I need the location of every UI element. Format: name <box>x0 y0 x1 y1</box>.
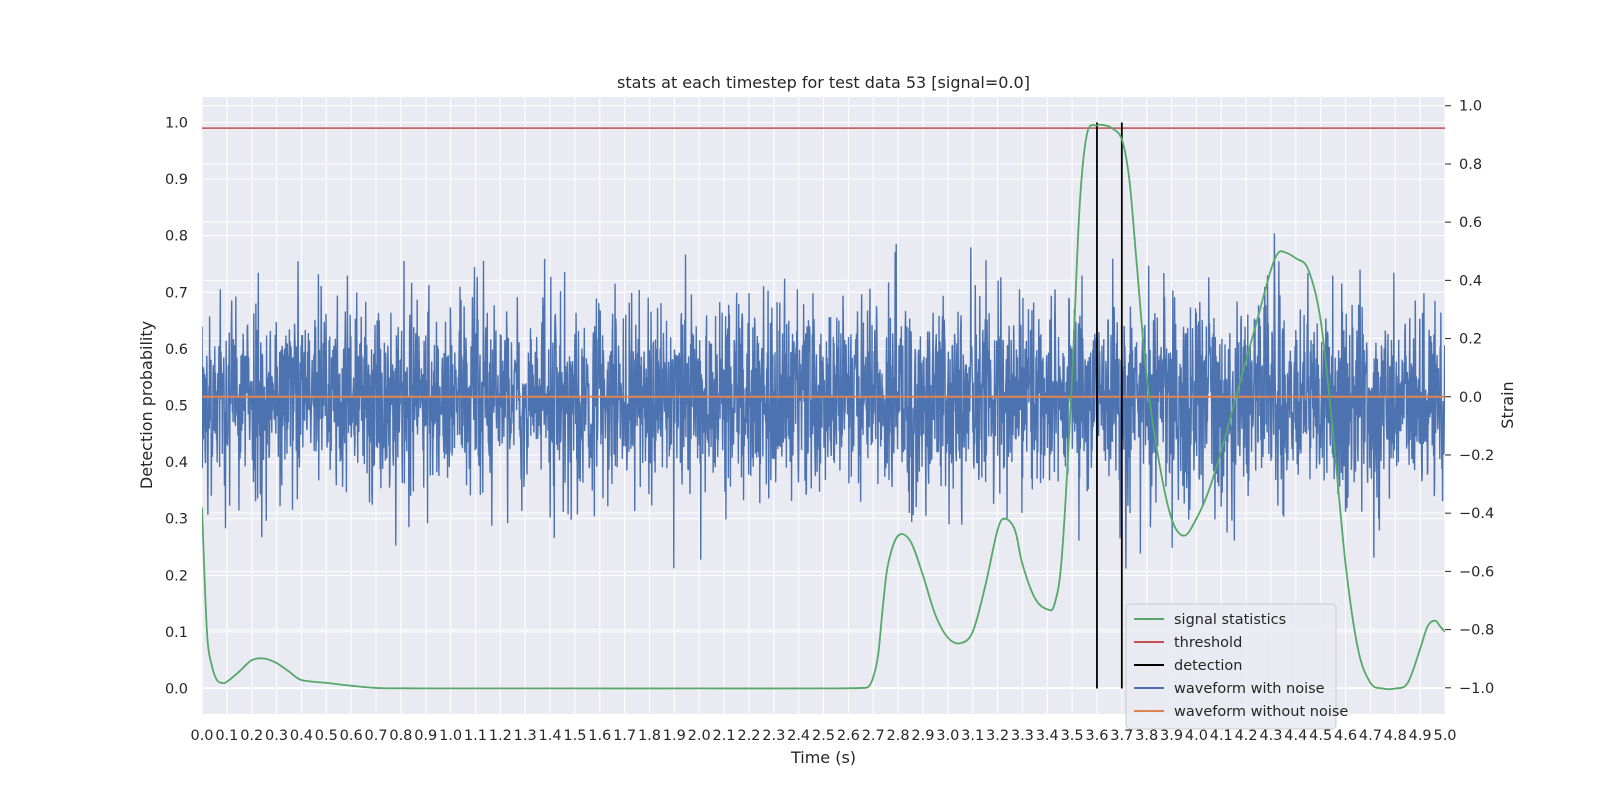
x-tick-label: 2.2 <box>737 728 760 744</box>
x-tick-label: 3.7 <box>1110 728 1133 744</box>
x-tick-label: 3.0 <box>936 728 959 744</box>
y-tick-label-right: 0.8 <box>1459 157 1482 173</box>
plot-area <box>202 122 1445 691</box>
legend-label: waveform with noise <box>1174 681 1325 697</box>
axes: 0.0 0.1 0.2 0.3 0.4 0.5 0.6 0.7 0.8 0.9 1.0 1.1 1.2 1… <box>165 99 1494 744</box>
x-tick-label: 5.0 <box>1433 728 1456 744</box>
x-tick-label: 0.5 <box>315 728 338 744</box>
x-tick-label: 2.4 <box>787 728 810 744</box>
series-signal-statistics <box>202 123 1445 691</box>
x-tick-label: 0.0 <box>190 728 213 744</box>
x-tick-label: 1.9 <box>663 728 686 744</box>
x-tick-label: 1.8 <box>638 728 661 744</box>
x-tick-label: 0.4 <box>290 728 313 744</box>
y-tick-label-left: 0.5 <box>165 399 188 415</box>
y-tick-label-right: 0.6 <box>1459 215 1482 231</box>
legend-label: waveform without noise <box>1174 704 1348 720</box>
x-tick-label: 3.8 <box>1135 728 1158 744</box>
x-tick-label: 0.1 <box>215 728 238 744</box>
x-tick-label: 2.7 <box>862 728 885 744</box>
x-tick-label: 2.6 <box>837 728 860 744</box>
y-tick-label-left: 0.2 <box>165 568 188 584</box>
y-tick-label-right: −0.8 <box>1459 623 1494 639</box>
x-tick-label: 4.5 <box>1309 728 1332 744</box>
x-tick-label: 4.1 <box>1210 728 1233 744</box>
y-tick-label-left: 0.1 <box>165 625 188 641</box>
x-tick-label: 1.7 <box>613 728 636 744</box>
x-tick-label: 4.6 <box>1334 728 1357 744</box>
y-tick-label-left: 0.7 <box>165 285 188 301</box>
x-tick-label: 3.6 <box>1085 728 1108 744</box>
chart-title: stats at each timestep for test data 53 … <box>617 73 1030 92</box>
y-tick-label-left: 0.3 <box>165 512 188 528</box>
x-tick-label: 3.5 <box>1061 728 1084 744</box>
x-tick-label: 2.3 <box>762 728 785 744</box>
x-tick-label: 4.2 <box>1235 728 1258 744</box>
x-tick-label: 4.9 <box>1409 728 1432 744</box>
x-tick-label: 2.9 <box>911 728 934 744</box>
y-tick-label-right: 0.2 <box>1459 332 1482 348</box>
x-tick-label: 0.2 <box>240 728 263 744</box>
x-tick-label: 1.2 <box>489 728 512 744</box>
y-axis-label-left: Detection probability <box>137 321 156 489</box>
y-tick-label-left: 0.9 <box>165 172 188 188</box>
y-tick-label-right: −0.6 <box>1459 564 1494 580</box>
legend: signal statistics threshold detection wavef… <box>1125 603 1348 730</box>
x-tick-label: 2.1 <box>713 728 736 744</box>
y-tick-label-left: 1.0 <box>165 115 188 131</box>
x-tick-label: 0.9 <box>414 728 437 744</box>
x-tick-label: 1.4 <box>539 728 562 744</box>
x-tick-label: 0.6 <box>340 728 363 744</box>
y-tick-label-right: −1.0 <box>1459 681 1494 697</box>
x-tick-label: 1.5 <box>563 728 586 744</box>
y-tick-label-left: 0.6 <box>165 342 188 358</box>
x-tick-label: 4.8 <box>1384 728 1407 744</box>
x-tick-label: 3.9 <box>1160 728 1183 744</box>
x-tick-label: 0.7 <box>364 728 387 744</box>
x-tick-label: 1.0 <box>439 728 462 744</box>
y-tick-label-left: 0.0 <box>165 682 188 698</box>
y-tick-label-left: 0.8 <box>165 229 188 245</box>
x-tick-label: 4.4 <box>1284 728 1307 744</box>
y-tick-label-right: −0.2 <box>1459 448 1494 464</box>
x-tick-label: 3.4 <box>1036 728 1059 744</box>
legend-box <box>1125 603 1337 730</box>
x-tick-label: 4.3 <box>1259 728 1282 744</box>
x-tick-label: 2.5 <box>812 728 835 744</box>
y-tick-label-right: 0.4 <box>1459 273 1482 289</box>
y-axis-label-right: Strain <box>1498 381 1517 428</box>
x-tick-label: 1.1 <box>464 728 487 744</box>
x-tick-label: 0.3 <box>265 728 288 744</box>
y-tick-label-right: 0.0 <box>1459 390 1482 406</box>
x-tick-label: 2.0 <box>688 728 711 744</box>
y-tick-label-right: −0.4 <box>1459 506 1494 522</box>
x-tick-label: 3.1 <box>961 728 984 744</box>
x-tick-label: 4.0 <box>1185 728 1208 744</box>
legend-label: detection <box>1174 658 1242 674</box>
x-tick-label: 2.8 <box>887 728 910 744</box>
y-tick-label-right: 1.0 <box>1459 99 1482 115</box>
legend-label: threshold <box>1174 635 1242 651</box>
x-axis-label: Time (s) <box>790 748 856 767</box>
legend-label: signal statistics <box>1174 612 1286 628</box>
x-tick-label: 4.7 <box>1359 728 1382 744</box>
x-tick-label: 1.3 <box>514 728 537 744</box>
x-tick-label: 3.3 <box>1011 728 1034 744</box>
x-tick-label: 0.8 <box>389 728 412 744</box>
x-tick-label: 3.2 <box>986 728 1009 744</box>
y-tick-label-left: 0.4 <box>165 455 188 471</box>
x-tick-label: 1.6 <box>588 728 611 744</box>
